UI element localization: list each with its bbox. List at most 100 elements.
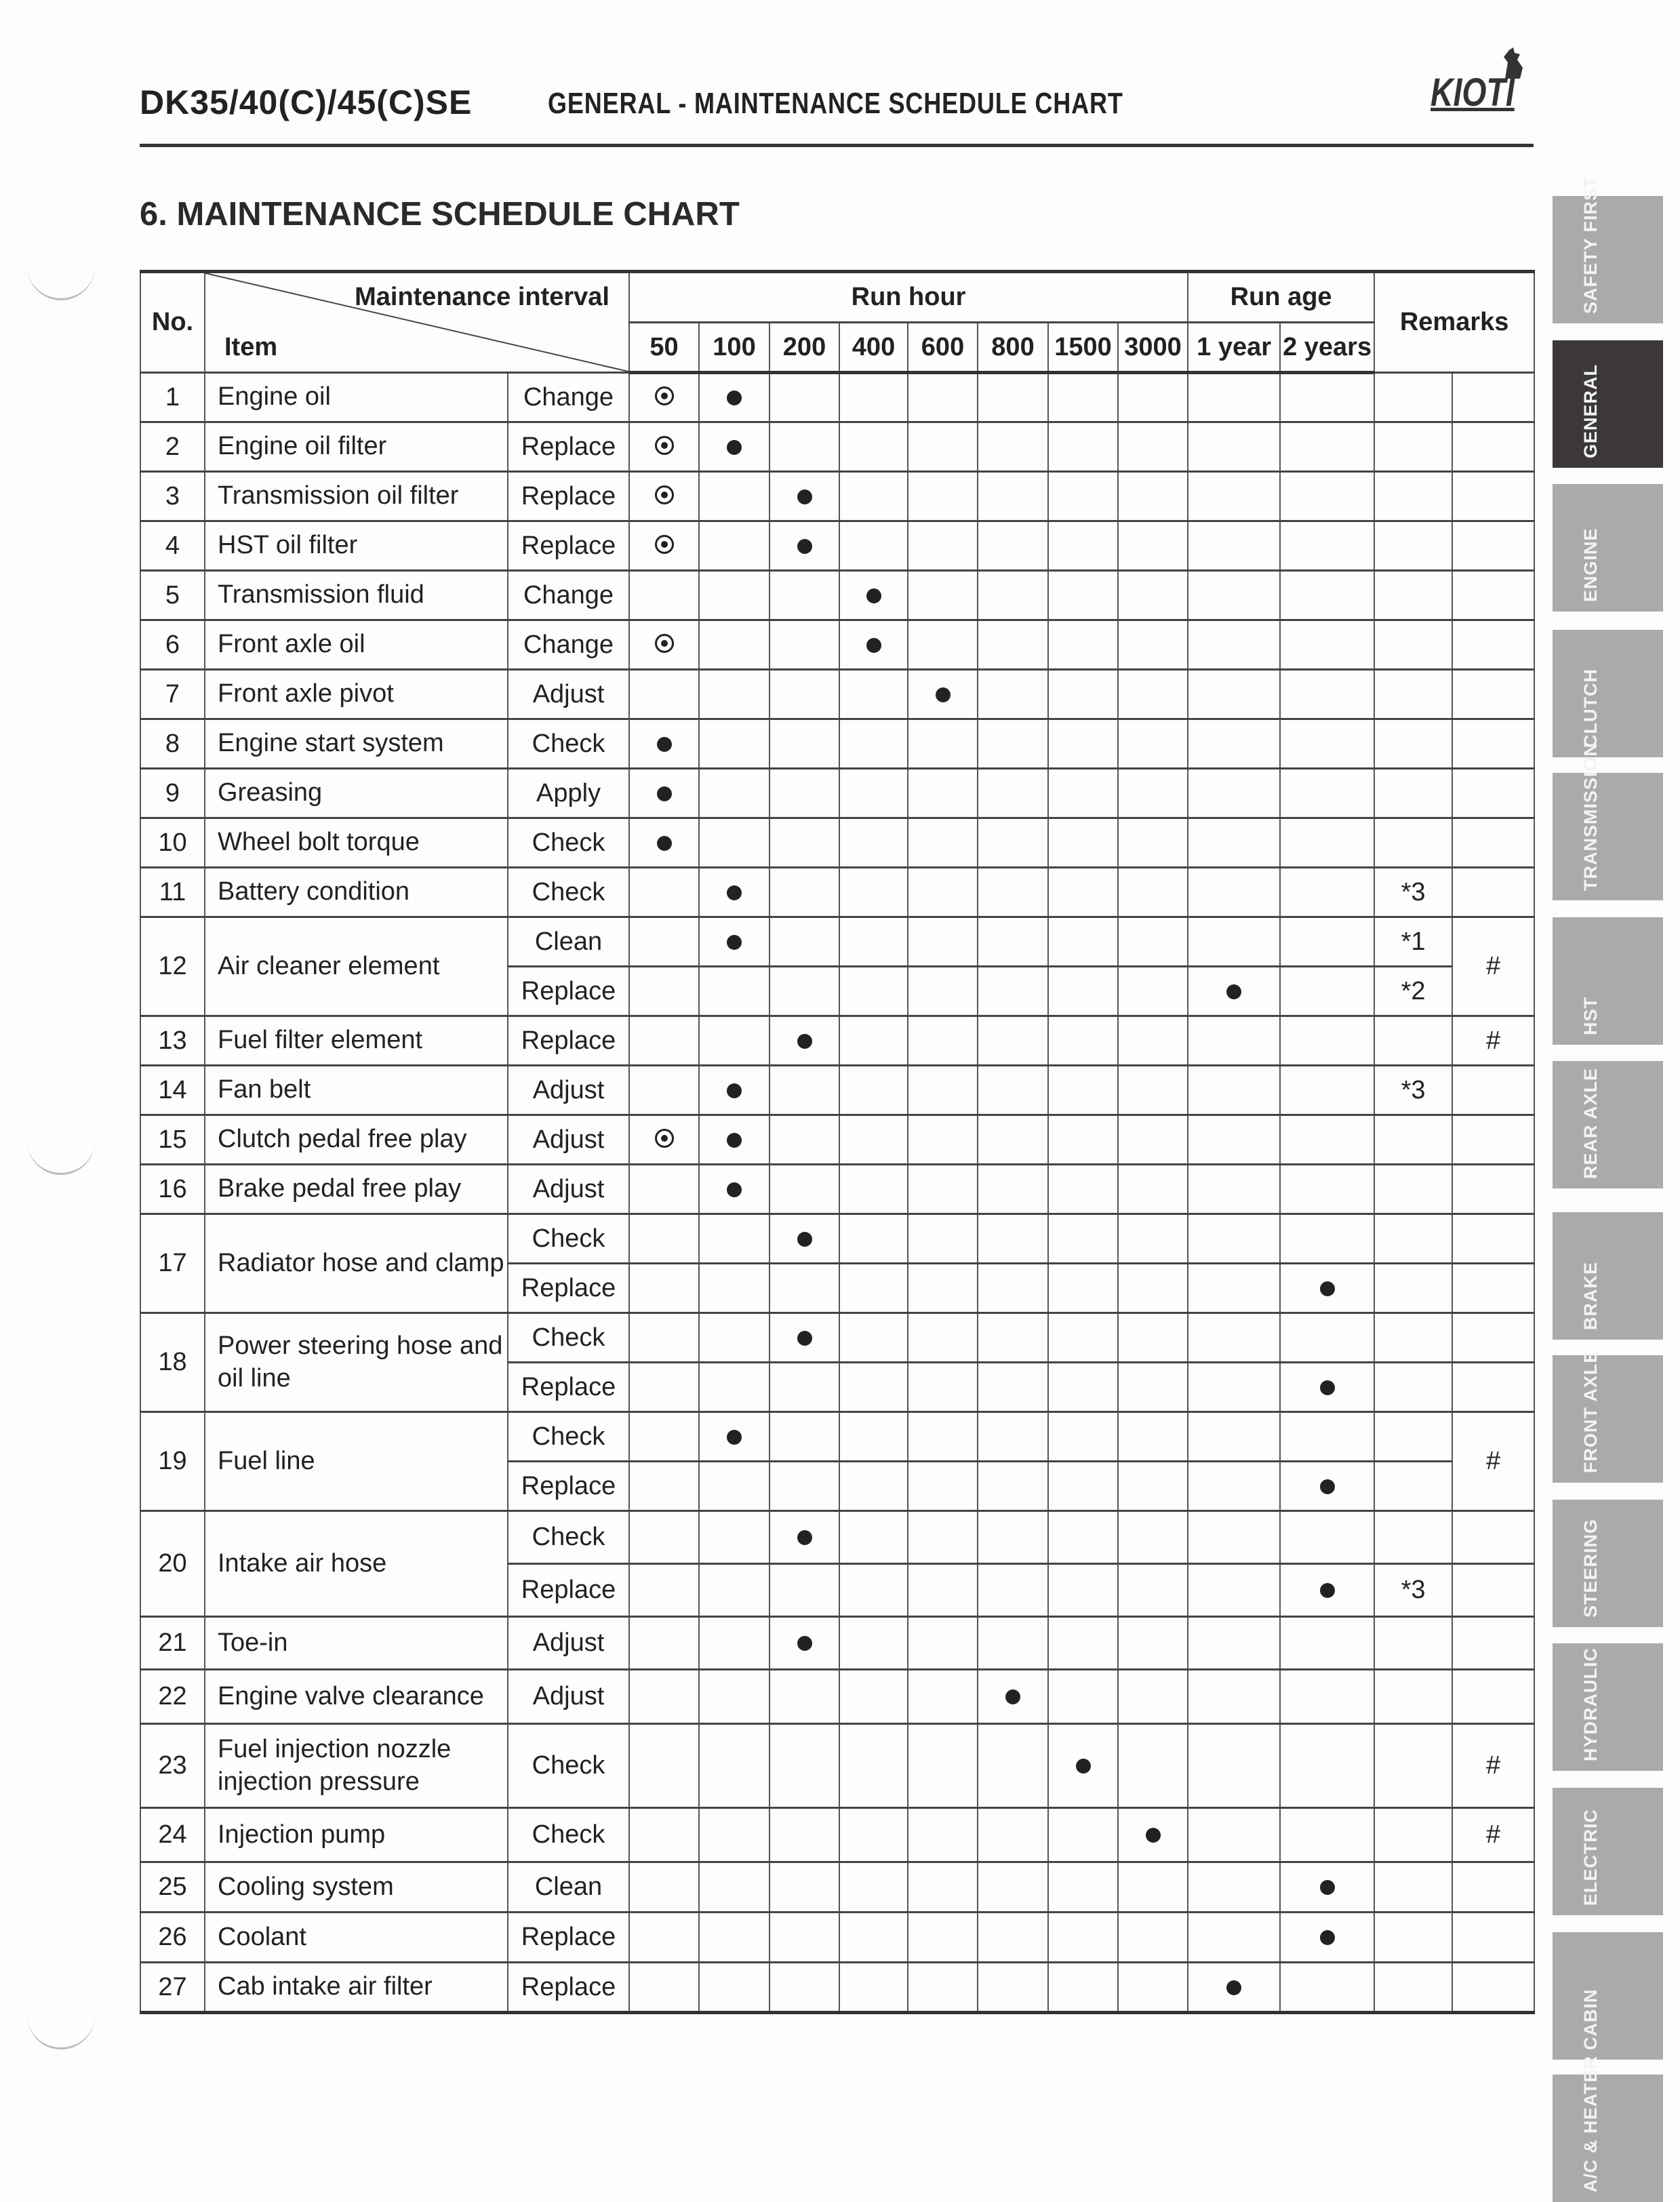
side-tab-a-c-heater[interactable]: A/C & HEATER <box>1553 2056 1663 2202</box>
model-name: DK35/40(C)/45(C)SE <box>140 83 473 121</box>
action: Replace <box>507 1361 630 1413</box>
dot-icon <box>727 391 742 405</box>
header-interval: 400 <box>839 321 908 374</box>
table-row: 20 Intake air hose Check <box>140 1510 1536 1618</box>
interval-cell <box>628 718 700 769</box>
item-name: Transmission fluid <box>204 569 508 621</box>
table-row: 25 Cooling system Clean <box>140 1861 1536 1913</box>
side-tab-engine[interactable]: ENGINE <box>1553 484 1663 612</box>
interval-cell <box>1047 718 1119 769</box>
interval-cell <box>1047 866 1119 918</box>
interval-cell <box>698 1563 770 1618</box>
dot-icon <box>1319 1380 1335 1395</box>
interval-cell <box>769 569 840 621</box>
side-tab-hydraulic[interactable]: HYDRAULIC <box>1553 1643 1663 1771</box>
interval-cell <box>628 1361 700 1413</box>
action: Adjust <box>507 1163 630 1215</box>
interval-cell <box>769 1262 840 1314</box>
interval-cell <box>628 767 700 819</box>
interval-cell <box>628 1668 700 1725</box>
interval-cell <box>769 1163 840 1215</box>
action: Check <box>507 866 630 918</box>
dot-icon <box>1319 1583 1335 1598</box>
interval-cell <box>698 569 770 621</box>
interval-cell <box>907 1064 978 1116</box>
interval-cell <box>698 1064 770 1116</box>
side-tab-cabin[interactable]: CABIN <box>1553 1932 1663 2060</box>
side-tab-hst[interactable]: HST <box>1553 917 1663 1045</box>
remark-hash: # <box>1452 1723 1536 1809</box>
dot-icon <box>727 439 742 455</box>
row-number: 16 <box>140 1163 205 1215</box>
side-tab-transmission[interactable]: TRANSMISSION <box>1553 742 1663 900</box>
action: Replace <box>507 1015 630 1066</box>
interval-cell <box>769 1015 840 1066</box>
interval-cell <box>1117 1911 1189 1963</box>
remark <box>1374 1015 1454 1066</box>
table-row: 27 Cab intake air filter Replace <box>140 1961 1536 2014</box>
remark <box>1374 1861 1454 1913</box>
dot-icon <box>1319 1930 1335 1945</box>
interval-cell <box>1187 866 1281 918</box>
side-tab-label: SAFETY FIRST <box>1580 176 1601 314</box>
side-tab-brake[interactable]: BRAKE <box>1553 1212 1663 1340</box>
row-number: 26 <box>140 1911 205 1963</box>
interval-cell <box>1279 1064 1376 1116</box>
side-tab-label: FRONT AXLE <box>1580 1350 1601 1474</box>
interval-cell <box>977 1163 1049 1215</box>
side-tab-front-axle[interactable]: FRONT AXLE <box>1553 1350 1663 1483</box>
interval-cell <box>1117 421 1189 473</box>
interval-cell <box>839 1163 908 1215</box>
interval-cell <box>977 421 1049 473</box>
action: Check <box>507 817 630 868</box>
interval-cell <box>698 668 770 720</box>
remark-hash <box>1452 1510 1536 1565</box>
side-tab-clutch[interactable]: CLUTCH <box>1553 630 1663 757</box>
action: Change <box>507 372 630 423</box>
table-row: 14 Fan belt Adjust *3 <box>140 1064 1536 1116</box>
interval-cell <box>977 1911 1049 1963</box>
interval-cell <box>1117 569 1189 621</box>
side-tab-safety-first[interactable]: SAFETY FIRST <box>1553 176 1663 323</box>
remark-hash: # <box>1452 1015 1536 1066</box>
interval-cell <box>628 471 700 522</box>
table-row: 2 Engine oil filter Replace <box>140 421 1536 473</box>
interval-cell <box>698 1807 770 1863</box>
interval-cell <box>1187 1861 1281 1913</box>
action: Check <box>507 718 630 769</box>
table-row: 21 Toe-in Adjust <box>140 1616 1536 1670</box>
remark-hash <box>1452 421 1536 473</box>
interval-cell <box>1117 1807 1189 1863</box>
remark <box>1374 767 1454 819</box>
interval-cell <box>628 1163 700 1215</box>
interval-cell <box>977 916 1049 967</box>
interval-cell <box>769 817 840 868</box>
header-no: No. <box>140 270 205 374</box>
remark: *1 <box>1374 916 1454 967</box>
side-tab-rear-axle[interactable]: REAR AXLE <box>1553 1061 1663 1188</box>
item-name: Engine valve clearance <box>204 1668 508 1725</box>
interval-cell <box>1187 767 1281 819</box>
interval-cell <box>907 1563 978 1618</box>
interval-cell <box>977 1961 1049 2014</box>
side-tab-steering[interactable]: STEERING <box>1553 1500 1663 1627</box>
interval-cell <box>1187 421 1281 473</box>
table-row: 3 Transmission oil filter Replace <box>140 471 1536 522</box>
interval-cell <box>1117 1361 1189 1413</box>
interval-cell <box>769 668 840 720</box>
remark <box>1374 718 1454 769</box>
interval-cell <box>1279 1861 1376 1913</box>
item-name: Front axle oil <box>204 619 508 670</box>
interval-cell <box>698 1015 770 1066</box>
side-tab-label: TRANSMISSION <box>1580 742 1601 891</box>
interval-cell <box>1187 1723 1281 1809</box>
interval-cell <box>977 1723 1049 1809</box>
interval-cell <box>839 1312 908 1363</box>
interval-cell <box>977 471 1049 522</box>
side-tab-electric[interactable]: ELECTRIC <box>1553 1788 1663 1915</box>
interval-cell <box>977 767 1049 819</box>
interval-cell <box>1187 520 1281 572</box>
maintenance-schedule-table: No. Maintenance interval Item Run hour R… <box>140 270 1536 2014</box>
side-tab-general[interactable]: GENERAL <box>1553 340 1663 468</box>
table-row: 16 Brake pedal free play Adjust <box>140 1163 1536 1215</box>
